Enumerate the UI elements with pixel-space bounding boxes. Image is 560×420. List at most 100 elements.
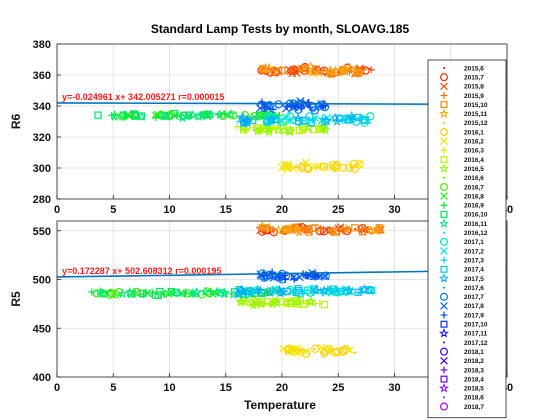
data-point-circle [440,182,449,191]
legend-item: 2018,4 [440,375,484,383]
data-point-circle [345,163,354,173]
data-point-star [273,225,284,235]
legend-item: 2016,7 [440,182,484,191]
legend-item: 2016,1 [440,128,484,137]
data-point-plus [306,103,314,111]
legend-item: 2017,1 [440,237,484,246]
data-point-square [440,210,448,218]
data-point-plus [276,273,284,281]
legend-item: 2018,2 [440,356,484,365]
data-point-square [440,156,448,163]
data-point-plus [290,275,298,283]
data-point-plus [440,92,448,99]
data-point-x [317,343,326,352]
data-point-star [173,287,185,298]
legend-item: 2016,2 [440,137,484,146]
legend-label: 2015,8 [464,84,484,91]
data-point-star [197,110,208,121]
data-point-circle [321,271,330,280]
legend-label: 2016,12 [464,230,488,237]
data-point-star [346,110,357,121]
legend-label: 2016,4 [464,157,484,164]
data-point-square [94,111,102,119]
data-point-dot [354,228,357,231]
legend-item: 2015,12 [442,120,488,127]
data-point-circle [328,160,337,170]
legend-label: 2015,12 [464,120,488,127]
data-point-plus [213,289,221,297]
x-tick-label: 20 [276,382,288,394]
data-point-star [264,222,275,233]
data-point-star [257,220,268,231]
data-point-star [219,287,230,298]
data-point-x [329,162,338,171]
legend-label: 2018,5 [464,386,484,393]
data-point-star [438,163,450,173]
data-point-x [325,345,334,354]
legend-label: 2017,12 [464,340,488,347]
legend-label: 2016,6 [464,175,484,182]
data-point-star [267,66,278,77]
x-tick-label: 30 [388,382,400,394]
y-tick-label: 550 [33,226,51,238]
data-point-x [440,82,448,91]
data-point-x [264,104,273,113]
data-point-circle [355,160,364,169]
data-point-star [191,286,203,297]
data-point-star [344,62,355,73]
legend-item: 2017,10 [440,320,488,329]
x-tick-label: 15 [220,204,232,216]
data-point-plus [181,290,189,298]
legend-label: 2017,10 [464,322,488,329]
legend-item: 2017,6 [442,285,484,292]
data-point-star [278,286,289,297]
data-point-star [237,117,249,128]
data-point-star [252,125,263,136]
data-point-star [181,110,192,121]
data-point-square [294,285,302,293]
data-point-star [292,112,304,123]
data-point-x [279,344,288,353]
data-point-plus [440,366,448,374]
data-point-star [438,273,450,283]
data-point-dot [187,293,191,296]
legend-label: 2017,4 [464,267,484,274]
legend-item: 2017,8 [440,302,484,310]
data-point-star [248,299,259,310]
data-point-star [246,297,257,308]
data-point-star [95,286,106,297]
data-point-square [354,288,362,296]
data-point-dot [442,121,446,124]
data-point-square [295,287,303,295]
scatter-points [94,61,375,174]
data-point-plus [260,104,268,112]
data-point-square [156,287,164,296]
data-point-plus [287,67,295,75]
data-point-circle [440,128,449,137]
data-point-star [263,62,274,73]
data-point-x [256,104,265,113]
data-point-star [214,109,226,119]
legend-item: 2017,5 [438,273,484,283]
fit-equation-label: y=-0.024961 x+ 342.005271 r=0.000015 [62,92,224,102]
data-point-circle [440,347,449,356]
data-point-plus [88,288,96,296]
data-point-circle [324,344,333,354]
legend-label: 2018,6 [464,395,484,402]
data-point-star [330,65,341,76]
scatter-points [88,220,385,359]
data-point-square [344,116,352,124]
legend-label: 2018,4 [464,376,484,383]
legend-item: 2016,8 [440,192,484,200]
data-point-square [326,69,334,77]
data-point-star [136,111,147,122]
chart-title: Standard Lamp Tests by month, SLOAVG.185 [151,22,410,36]
data-point-dot [442,66,446,70]
legend-item: 2017,9 [440,311,484,319]
data-point-x [287,116,296,125]
data-point-x [284,116,293,125]
data-point-plus [357,228,365,236]
data-point-square [367,286,375,295]
legend-label: 2017,1 [464,239,484,246]
